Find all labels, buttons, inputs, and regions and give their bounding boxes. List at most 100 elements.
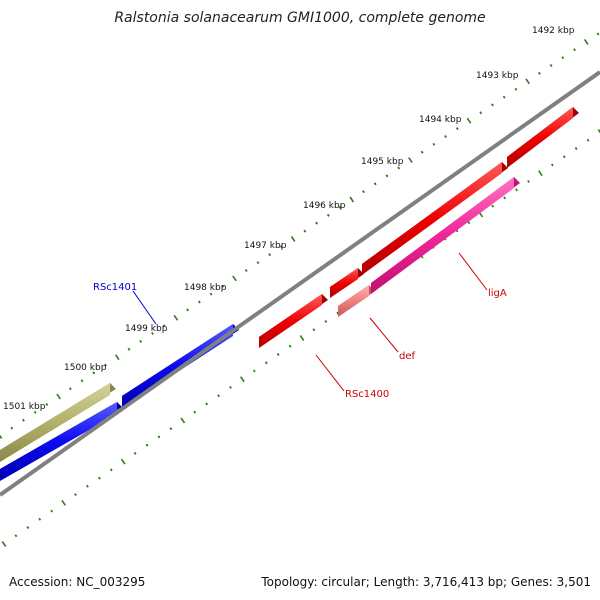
leader-line-rsc1401 [132, 290, 157, 325]
inner-scale-tick [61, 499, 66, 506]
genome-summary-text: Topology: circular; Length: 3,716,413 bp… [261, 575, 591, 589]
inner-scale-tick [597, 129, 600, 134]
outer-scale-tick [502, 95, 506, 99]
kbp-label-1494: 1494 kbp [419, 115, 462, 125]
inner-scale-tick [120, 458, 126, 465]
kbp-label-1501: 1501 kbp [3, 402, 46, 412]
inner-scale-tick [550, 163, 554, 167]
gene-olive[interactable] [0, 383, 116, 462]
inner-scale-tick [574, 147, 578, 150]
outer-scale-tick [256, 261, 260, 265]
outer-scale-tick [244, 269, 248, 272]
inner-scale-tick [26, 526, 30, 529]
outer-scale-tick [514, 87, 518, 91]
outer-scale-tick [397, 166, 401, 170]
outer-scale-tick [290, 236, 296, 242]
outer-scale-tick [420, 150, 424, 154]
outer-scale-tick [573, 48, 576, 52]
outer-scale-tick [561, 56, 565, 60]
inner-scale-tick [169, 427, 173, 431]
outer-scale-tick [104, 363, 107, 367]
inner-scale-tick [562, 155, 566, 159]
outer-scale-tick [56, 393, 61, 400]
label-def-group: def [369, 317, 416, 362]
inner-scale-tick [97, 476, 101, 480]
inner-scale-tick [38, 517, 42, 521]
outer-scale-tick [268, 253, 272, 257]
kbp-label-1493: 1493 kbp [476, 71, 519, 81]
accession-text: Accession: NC_003295 [9, 575, 146, 589]
label-def: def [399, 351, 416, 362]
inner-scale-tick [503, 196, 507, 200]
label-rsc1401: RSc1401 [93, 282, 137, 293]
inner-scale-tick [157, 435, 161, 439]
inner-scale-tick [205, 402, 209, 406]
leader-line-liga [458, 252, 488, 291]
outer-scale-ticks [0, 32, 600, 439]
outer-scale-tick [92, 371, 96, 375]
inner-scale-tick [515, 188, 518, 192]
inner-scale-tick [86, 484, 89, 488]
outer-scale-tick [549, 63, 553, 68]
outer-scale-tick [279, 245, 283, 249]
label-rsc1400-group: RSc1400 [315, 354, 389, 400]
outer-scale-tick [45, 402, 49, 407]
inner-scale-tick [491, 204, 495, 208]
outer-scale-tick [479, 111, 483, 115]
outer-scale-tick [444, 135, 447, 138]
inner-scale-tick [264, 361, 268, 365]
inner-scale-tick [74, 493, 77, 497]
inner-scale-tick [145, 443, 149, 447]
inner-scale-tick [527, 179, 530, 183]
gene-red-top[interactable] [507, 107, 579, 168]
inner-scale-tick [240, 376, 245, 383]
inner-scale-tick [252, 369, 256, 373]
outer-scale-tick [385, 174, 389, 178]
gene-red-small[interactable] [330, 268, 364, 298]
outer-scale-tick [466, 117, 472, 124]
outer-scale-tick [68, 387, 72, 391]
outer-scale-tick [173, 314, 179, 321]
outer-scale-tick [432, 142, 436, 146]
kbp-scale-labels: 1492 kbp 1493 kbp 1494 kbp 1495 kbp 1496… [3, 26, 575, 412]
kbp-label-1498: 1498 kbp [184, 283, 227, 293]
inner-scale-tick [193, 410, 197, 414]
gene-def[interactable] [338, 285, 375, 317]
inner-scale-tick [1, 541, 7, 547]
inner-scale-ticks [1, 129, 600, 547]
outer-scale-tick [186, 308, 190, 312]
outer-scale-tick [525, 78, 530, 85]
outer-scale-tick [221, 284, 225, 288]
kbp-label-1495: 1495 kbp [361, 157, 404, 167]
outer-scale-tick [583, 38, 589, 45]
gene-red-long[interactable] [362, 162, 508, 275]
inner-scale-tick [180, 417, 186, 424]
outer-scale-tick [0, 434, 3, 439]
outer-scale-tick [209, 292, 213, 296]
kbp-label-1497: 1497 kbp [244, 241, 287, 251]
inner-scale-tick [217, 394, 220, 398]
outer-scale-tick [338, 205, 342, 209]
outer-scale-tick [127, 347, 131, 351]
map-title: Ralstonia solanacearum GMI1000, complete… [114, 10, 485, 26]
outer-scale-tick [408, 157, 413, 164]
outer-scale-tick [362, 190, 365, 194]
kbp-label-1499: 1499 kbp [125, 324, 168, 334]
kbp-label-1492: 1492 kbp [532, 26, 575, 36]
inner-scale-tick [324, 320, 328, 323]
outer-scale-tick [303, 229, 307, 233]
inner-scale-tick [14, 534, 18, 538]
inner-scale-tick [109, 468, 113, 472]
genome-backbone [0, 70, 600, 497]
outer-scale-tick [33, 410, 37, 414]
gene-rsc1400[interactable] [259, 294, 328, 348]
inner-scale-tick [276, 353, 280, 356]
gene-liga[interactable] [371, 177, 520, 294]
gene-blue-lower[interactable] [0, 402, 122, 481]
inner-scale-tick [133, 451, 137, 455]
outer-scale-tick [151, 332, 154, 335]
inner-scale-tick [312, 328, 316, 332]
kbp-label-1500: 1500 kbp [64, 363, 107, 373]
